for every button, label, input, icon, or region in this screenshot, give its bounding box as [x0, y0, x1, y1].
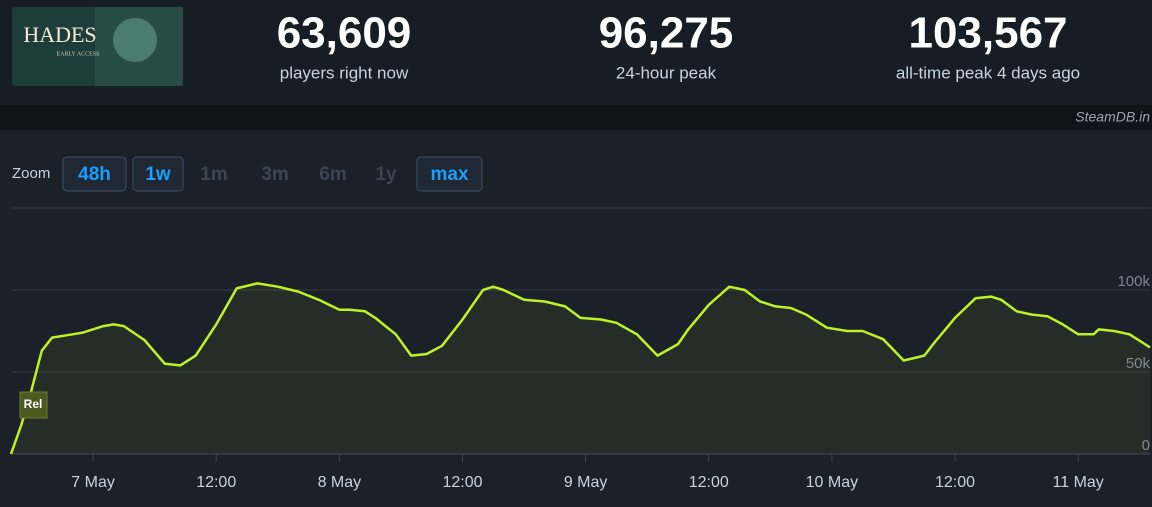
annotation-box — [19, 391, 48, 419]
zoom-button[interactable] — [62, 156, 127, 192]
zoom-button-label[interactable]: 48h — [78, 164, 111, 185]
zoom-button-label[interactable]: 6m — [319, 164, 346, 185]
x-tick-label: 9 May — [564, 474, 608, 491]
thumbnail-title: HADES — [23, 22, 96, 47]
line — [9, 282, 1151, 455]
x-tick-label: 7 May — [71, 474, 115, 491]
y-tick-label: 100k — [1117, 273, 1150, 290]
thumbnail-subtitle: EARLY ACCESS — [56, 51, 99, 57]
source-band — [0, 105, 1152, 130]
stat-label: players right now — [280, 63, 409, 82]
stat-value: 96,275 — [599, 9, 734, 58]
y-tick-label: 0 — [1142, 437, 1150, 454]
thumbnail-art — [95, 7, 183, 86]
thumbnail[interactable]: HADES EARLY ACCESS — [12, 7, 183, 86]
stat-value: 63,609 — [277, 9, 412, 58]
stat-value: 103,567 — [908, 9, 1067, 58]
zoom-button-label[interactable]: 3m — [261, 164, 288, 185]
x-tick-label: 10 May — [806, 474, 858, 491]
zoom-button-label[interactable]: 1y — [375, 164, 397, 185]
x-tick-label: 12:00 — [689, 474, 729, 491]
zoom-button[interactable] — [416, 156, 483, 192]
zoom-label: Zoom — [12, 165, 50, 182]
y-tick-label: 50k — [1126, 355, 1151, 372]
thumbnail-figure — [113, 18, 157, 62]
zoom-button-label[interactable]: 1m — [200, 164, 227, 185]
x-tick-label: 11 May — [1053, 474, 1104, 491]
zoom-button-label[interactable]: 1w — [145, 164, 171, 185]
zoom-button-label[interactable]: max — [430, 164, 468, 185]
x-tick-label: 12:00 — [196, 474, 236, 491]
stat-label: all-time peak 4 days ago — [896, 63, 1080, 82]
area — [11, 283, 1150, 454]
chart-bg — [0, 130, 1152, 507]
x-tick-label: 12:00 — [442, 474, 482, 491]
annotation-label: Rel — [24, 397, 43, 411]
x-tick-label: 8 May — [318, 474, 362, 491]
x-tick-label: 12:00 — [935, 474, 975, 491]
source-label: SteamDB.in — [1075, 109, 1150, 125]
stat-label: 24-hour peak — [616, 63, 717, 82]
header-bg — [0, 0, 1152, 105]
zoom-button[interactable] — [132, 156, 184, 192]
